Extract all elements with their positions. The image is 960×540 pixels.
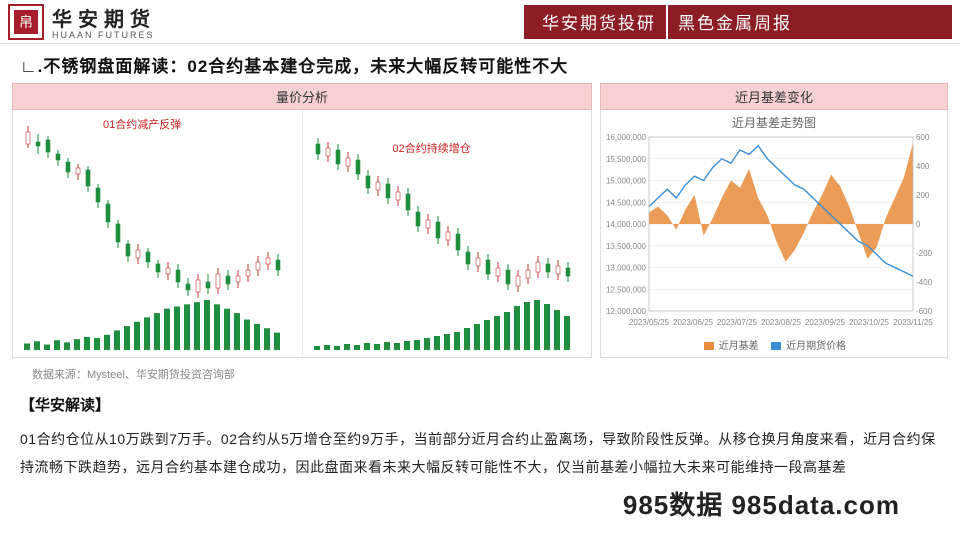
svg-text:12,000,000: 12,000,000 xyxy=(606,307,647,316)
svg-text:-200: -200 xyxy=(916,249,933,258)
svg-text:15,000,000: 15,000,000 xyxy=(606,177,647,186)
svg-text:16,000,000: 16,000,000 xyxy=(606,133,647,142)
basis-legend: 近月基差 近月期货价格 xyxy=(601,335,947,354)
svg-text:13,000,000: 13,000,000 xyxy=(606,264,647,273)
svg-text:-400: -400 xyxy=(916,278,933,287)
svg-text:14,000,000: 14,000,000 xyxy=(606,220,647,229)
svg-text:2023/05/25: 2023/05/25 xyxy=(629,318,670,327)
right-chart-column: 近月基差变化 近月基差走势图 12,000,000 12,500,000 13,00… xyxy=(600,83,948,358)
svg-text:2023/06/25: 2023/06/25 xyxy=(673,318,714,327)
svg-text:15,500,000: 15,500,000 xyxy=(606,155,647,164)
svg-text:0: 0 xyxy=(916,220,921,229)
logo-frame: 帛 xyxy=(8,4,44,40)
brand-en: HUAAN FUTURES xyxy=(52,30,156,40)
ribbon-right: 黑色金属周报 xyxy=(668,5,952,39)
svg-text:2023/08/25: 2023/08/25 xyxy=(761,318,802,327)
interpretation-body: 01合约仓位从10万跌到7万手。02合约从5万增仓至约9万手，当前部分近月合约止… xyxy=(0,419,960,481)
ribbon-left: 华安期货投研 xyxy=(524,5,666,39)
right-chart-area: 近月基差走势图 12,000,000 12,500,000 13,000,000 13… xyxy=(600,110,948,358)
svg-text:-600: -600 xyxy=(916,307,933,316)
brand-block: 华安期货 HUAAN FUTURES xyxy=(52,3,156,40)
right-inner-title: 近月基差走势图 xyxy=(601,110,947,131)
svg-text:2023/10/25: 2023/10/25 xyxy=(849,318,890,327)
svg-text:400: 400 xyxy=(916,162,930,171)
svg-text:200: 200 xyxy=(916,191,930,200)
chart2-label: 02合约持续增仓 xyxy=(393,140,471,156)
brand-cn: 华安期货 xyxy=(52,3,156,32)
svg-text:13,500,000: 13,500,000 xyxy=(606,242,647,251)
chart1-svg xyxy=(17,114,297,354)
chart1-label: 01合约减产反弹 xyxy=(103,116,181,132)
left-col-header: 量价分析 xyxy=(12,83,592,110)
section-title: ∟.不锈钢盘面解读：02合约基本建仓完成，未来大幅反转可能性不大 xyxy=(0,44,960,83)
data-source: 数据来源：Mysteel、华安期货投资咨询部 xyxy=(0,358,960,390)
left-chart-area: 01合约减产反弹 02合约持续增仓 xyxy=(12,110,592,358)
logo-glyph: 帛 xyxy=(14,10,38,34)
svg-text:2023/07/25: 2023/07/25 xyxy=(717,318,758,327)
legend-swatch-price xyxy=(771,342,781,350)
right-col-header: 近月基差变化 xyxy=(600,83,948,110)
left-chart-column: 量价分析 01合约减产反弹 02合约持续增仓 xyxy=(12,83,592,358)
legend-label-price: 近月期货价格 xyxy=(786,341,846,352)
basis-chart-svg: 12,000,000 12,500,000 13,000,000 13,500,000… xyxy=(601,131,945,335)
watermark: 985数据 985data.com xyxy=(623,485,900,522)
candle-chart-01: 01合约减产反弹 xyxy=(13,110,302,357)
header-ribbon: 华安期货投研 黑色金属周报 xyxy=(524,5,952,39)
svg-text:12,500,000: 12,500,000 xyxy=(606,285,647,294)
charts-row: 量价分析 01合约减产反弹 02合约持续增仓 近月基差变化 近月基差走势图 12… xyxy=(0,83,960,358)
candle-chart-02: 02合约持续增仓 xyxy=(302,110,592,357)
page-header: 帛 华安期货 HUAAN FUTURES 华安期货投研 黑色金属周报 xyxy=(0,0,960,44)
svg-text:2023/09/25: 2023/09/25 xyxy=(805,318,846,327)
svg-text:14,500,000: 14,500,000 xyxy=(606,198,647,207)
svg-text:600: 600 xyxy=(916,133,930,142)
svg-text:2023/11/25: 2023/11/25 xyxy=(893,318,933,327)
interpretation-title: 【华安解读】 xyxy=(0,390,960,419)
legend-swatch-basis xyxy=(704,342,714,350)
legend-label-basis: 近月基差 xyxy=(719,341,759,352)
